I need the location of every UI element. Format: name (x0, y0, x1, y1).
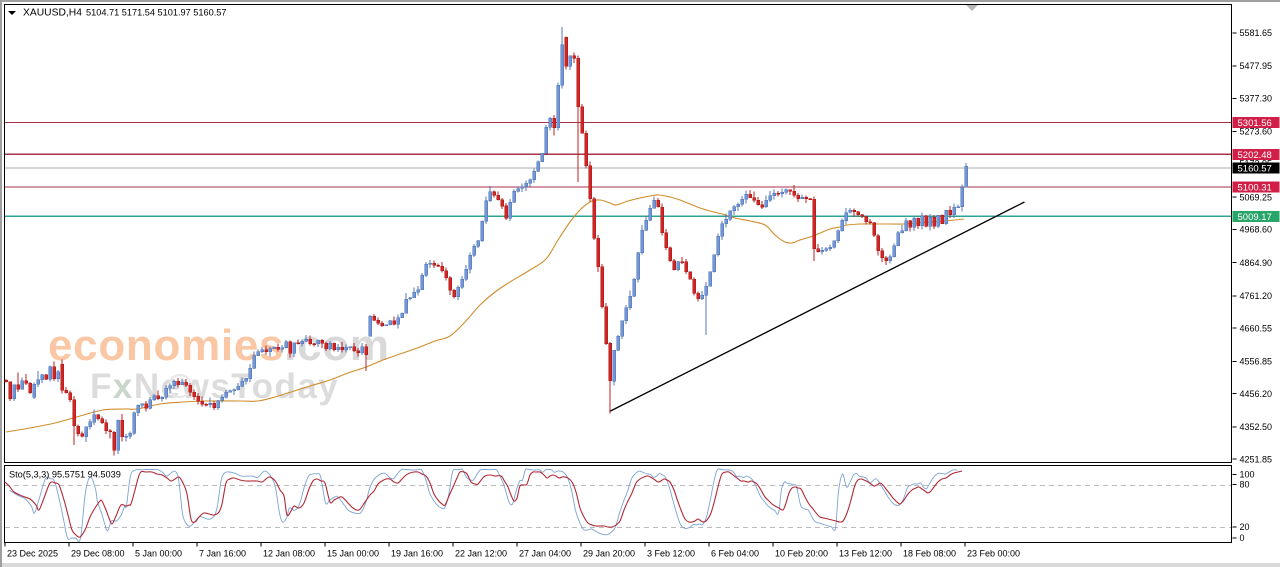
svg-text:5100.31: 5100.31 (1238, 183, 1272, 194)
svg-text:23 Dec 2025: 23 Dec 2025 (7, 549, 58, 559)
svg-text:100: 100 (1240, 470, 1255, 480)
svg-text:4456.20: 4456.20 (1240, 389, 1273, 399)
svg-text:80: 80 (1240, 480, 1250, 490)
svg-text:5069.25: 5069.25 (1240, 192, 1273, 202)
svg-text:15 Jan 00:00: 15 Jan 00:00 (327, 549, 379, 559)
svg-text:12 Jan 08:00: 12 Jan 08:00 (263, 549, 315, 559)
svg-text:5301.56: 5301.56 (1238, 118, 1272, 129)
svg-text:4251.85: 4251.85 (1240, 454, 1273, 464)
svg-text:5202.48: 5202.48 (1238, 150, 1272, 161)
svg-text:3 Feb 12:00: 3 Feb 12:00 (647, 549, 695, 559)
svg-text:20: 20 (1240, 522, 1250, 532)
svg-text:4556.85: 4556.85 (1240, 357, 1273, 367)
svg-text:18 Feb 08:00: 18 Feb 08:00 (903, 549, 956, 559)
svg-text:FxNewsToday: FxNewsToday (90, 367, 339, 406)
svg-text:economies.com: economies.com (48, 321, 390, 370)
svg-text:7 Jan 16:00: 7 Jan 16:00 (199, 549, 246, 559)
svg-text:19 Jan 16:00: 19 Jan 16:00 (391, 549, 443, 559)
svg-text:5273.60: 5273.60 (1240, 127, 1273, 137)
svg-text:5 Jan 00:00: 5 Jan 00:00 (135, 549, 182, 559)
svg-text:0: 0 (1240, 533, 1245, 543)
svg-text:27 Jan 04:00: 27 Jan 04:00 (519, 549, 571, 559)
svg-text:5477.95: 5477.95 (1240, 61, 1273, 71)
svg-text:23 Feb 00:00: 23 Feb 00:00 (967, 549, 1020, 559)
svg-text:4352.50: 4352.50 (1240, 422, 1273, 432)
svg-text:Sto(5,3,3) 95.5751 94.5039: Sto(5,3,3) 95.5751 94.5039 (9, 470, 121, 480)
svg-text:29 Jan 20:00: 29 Jan 20:00 (583, 549, 635, 559)
svg-text:4761.20: 4761.20 (1240, 291, 1273, 301)
svg-text:5581.65: 5581.65 (1240, 28, 1273, 38)
svg-text:4660.55: 4660.55 (1240, 323, 1273, 333)
svg-text:5377.30: 5377.30 (1240, 94, 1273, 104)
svg-text:5160.57: 5160.57 (1238, 163, 1272, 174)
svg-text:5104.71 5171.54 5101.97 5160.5: 5104.71 5171.54 5101.97 5160.57 (86, 8, 227, 18)
svg-text:4968.60: 4968.60 (1240, 225, 1273, 235)
svg-text:6 Feb 04:00: 6 Feb 04:00 (711, 549, 759, 559)
svg-text:10 Feb 20:00: 10 Feb 20:00 (775, 549, 828, 559)
svg-text:XAUUSD,H4: XAUUSD,H4 (23, 8, 82, 19)
svg-text:5009.17: 5009.17 (1238, 212, 1272, 223)
svg-text:29 Dec 08:00: 29 Dec 08:00 (71, 549, 125, 559)
svg-text:13 Feb 12:00: 13 Feb 12:00 (839, 549, 892, 559)
svg-text:22 Jan 12:00: 22 Jan 12:00 (455, 549, 507, 559)
svg-text:4864.90: 4864.90 (1240, 258, 1273, 268)
